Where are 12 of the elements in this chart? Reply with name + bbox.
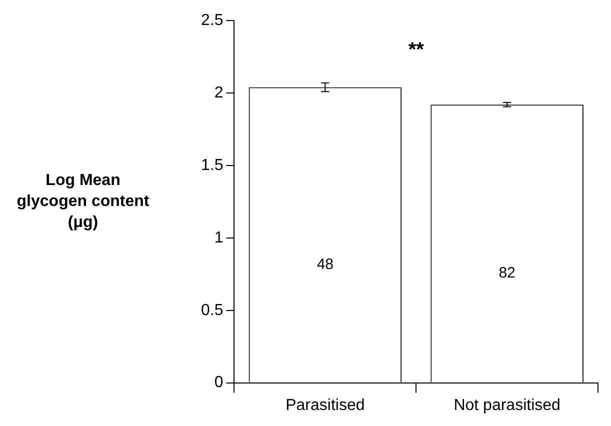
annotation: ** bbox=[408, 39, 424, 62]
y-tick-label: 0 bbox=[214, 374, 224, 392]
x-tick-label: Not parasitised bbox=[454, 396, 560, 414]
y-tick-label: 2 bbox=[214, 84, 224, 102]
y-tick-label: 1.5 bbox=[200, 156, 224, 174]
x-tick-label: Parasitised bbox=[286, 396, 365, 414]
annotation: 48 bbox=[316, 256, 334, 273]
annotation: 82 bbox=[498, 264, 516, 282]
y-tick-label: 0.5 bbox=[200, 302, 224, 319]
y-tick-label: 2.5 bbox=[200, 12, 224, 30]
y-axis-title: Log Mean glycogen content (μg) bbox=[16, 172, 150, 232]
y-tick-label: 1 bbox=[214, 229, 224, 246]
